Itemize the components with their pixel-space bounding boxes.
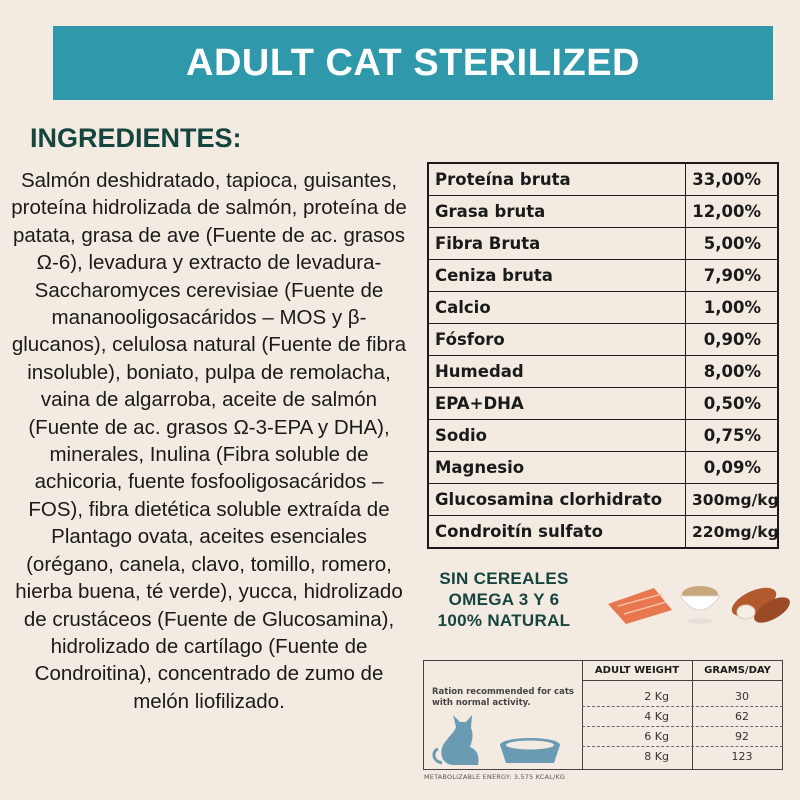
claim-natural: 100% NATURAL (437, 611, 571, 630)
analysis-value: 0,09% (685, 451, 779, 484)
analysis-name: Calcio (427, 291, 686, 324)
analysis-name: Condroitín sulfato (427, 515, 686, 549)
analysis-row: Glucosamina clorhidrato 300mg/kg (427, 483, 779, 516)
analysis-row: Grasa bruta 12,00% (427, 195, 779, 228)
column-divider (582, 661, 583, 769)
analysis-row: Proteína bruta 33,00% (427, 162, 779, 196)
analysis-value: 0,75% (685, 419, 779, 452)
analysis-name: EPA+DHA (427, 387, 686, 420)
analysis-row: EPA+DHA 0,50% (427, 387, 779, 420)
salmon-icon (608, 588, 672, 624)
analysis-value: 12,00% (685, 195, 779, 228)
analysis-name: Humedad (427, 355, 686, 388)
claim-omega: OMEGA 3 Y 6 (448, 590, 560, 609)
cat-icon (432, 715, 479, 765)
analysis-row: Fósforo 0,90% (427, 323, 779, 356)
ration-grams: 92 (735, 730, 749, 743)
sweet-potato-icon (731, 587, 790, 623)
analysis-name: Fibra Bruta (427, 227, 686, 260)
analysis-value: 1,00% (685, 291, 779, 324)
ration-grams: 123 (731, 750, 753, 763)
analysis-value: 33,00% (685, 162, 779, 196)
ration-table: ADULT WEIGHT GRAMS/DAY Ration recommende… (423, 660, 783, 770)
product-claims: SIN CEREALES OMEGA 3 Y 6 100% NATURAL (420, 568, 588, 631)
analysis-name: Sodio (427, 419, 686, 452)
food-icons (608, 586, 790, 624)
ingredients-heading: INGREDIENTES: (30, 123, 242, 153)
analysis-value: 220mg/kg (685, 515, 779, 549)
analysis-row: Sodio 0,75% (427, 419, 779, 452)
ration-note: Ration recommended for cats with normal … (432, 687, 574, 708)
analysis-name: Grasa bruta (427, 195, 686, 228)
ration-row: 6 Kg 92 (582, 727, 783, 747)
ration-grams: 62 (735, 710, 749, 723)
analysis-name: Glucosamina clorhidrato (427, 483, 686, 516)
grams-day-header: GRAMS/DAY (692, 661, 783, 681)
ingredients-text: Salmón deshidratado, tapioca, guisantes,… (11, 169, 407, 713)
product-title: ADULT CAT STERILIZED (186, 41, 640, 84)
ration-row: 8 Kg 123 (582, 747, 783, 766)
ration-weight: 2 Kg (644, 690, 669, 703)
analysis-value: 0,50% (685, 387, 779, 420)
analysis-value: 8,00% (685, 355, 779, 388)
analysis-value: 300mg/kg (685, 483, 779, 516)
analysis-table: Proteína bruta 33,00% Grasa bruta 12,00% F… (427, 162, 779, 549)
adult-weight-header: ADULT WEIGHT (582, 661, 692, 681)
ration-row: 2 Kg 30 (582, 687, 783, 707)
analysis-value: 0,90% (685, 323, 779, 356)
ration-illustration (432, 715, 560, 765)
title-banner: ADULT CAT STERILIZED (53, 26, 773, 100)
analysis-name: Magnesio (427, 451, 686, 484)
analysis-row: Ceniza bruta 7,90% (427, 259, 779, 292)
ration-row: 4 Kg 62 (582, 707, 783, 727)
ration-weight: 4 Kg (644, 710, 669, 723)
food-bowl-icon (500, 738, 560, 763)
analysis-value: 7,90% (685, 259, 779, 292)
analysis-row: Magnesio 0,09% (427, 451, 779, 484)
ration-weight: 8 Kg (644, 750, 669, 763)
analysis-name: Fósforo (427, 323, 686, 356)
analysis-row: Condroitín sulfato 220mg/kg (427, 515, 779, 549)
analysis-name: Proteína bruta (427, 162, 686, 196)
column-divider (692, 661, 693, 769)
analysis-name: Ceniza bruta (427, 259, 686, 292)
ration-grams: 30 (735, 690, 749, 703)
ration-weight: 6 Kg (644, 730, 669, 743)
cereal-bowl-icon (679, 586, 721, 624)
analysis-value: 5,00% (685, 227, 779, 260)
analysis-row: Calcio 1,00% (427, 291, 779, 324)
claim-grain-free: SIN CEREALES (439, 569, 569, 588)
metabolizable-energy: METABOLIZABLE ENERGY: 3.575 KCAL/KG (424, 773, 566, 781)
analysis-row: Fibra Bruta 5,00% (427, 227, 779, 260)
analysis-row: Humedad 8,00% (427, 355, 779, 388)
